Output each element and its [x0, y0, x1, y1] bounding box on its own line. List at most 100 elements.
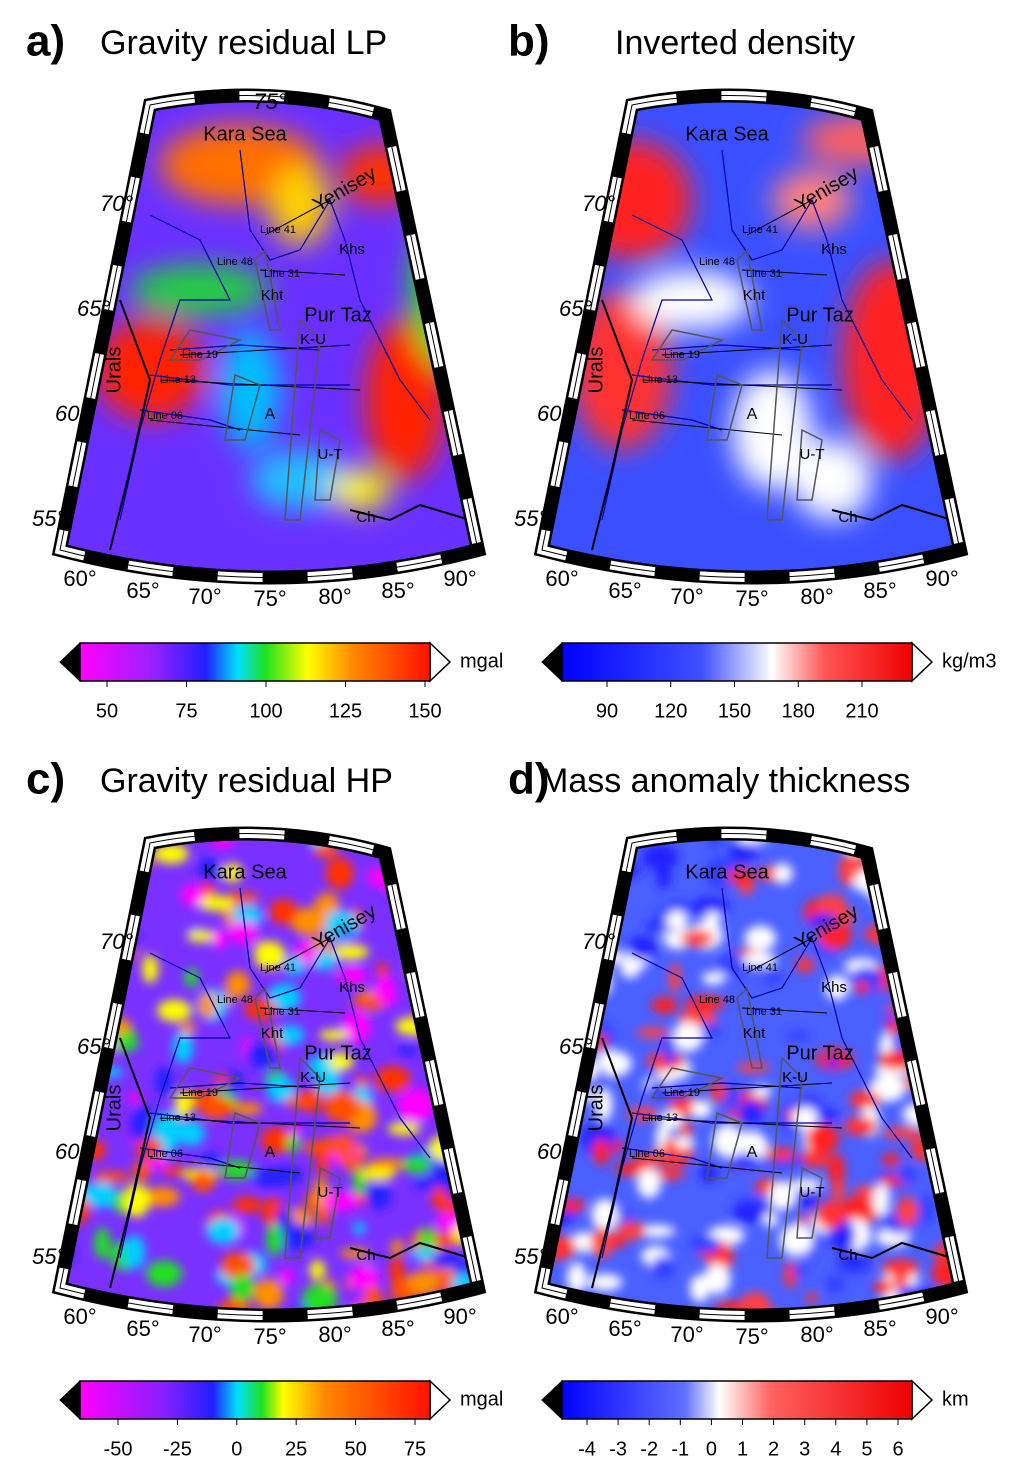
map-label: Pur Taz — [786, 304, 853, 326]
anomaly — [816, 1200, 845, 1228]
anomaly — [199, 1097, 233, 1119]
map-label: Line 48 — [217, 994, 253, 1006]
colorbar-tick-label: 90 — [596, 700, 618, 722]
colorbar-tick-label: 100 — [249, 700, 282, 722]
anomaly — [843, 1117, 876, 1136]
anomaly — [408, 921, 440, 935]
anomaly — [365, 1184, 391, 1209]
anomaly — [571, 879, 584, 903]
anomaly — [617, 1221, 646, 1239]
anomaly — [376, 963, 388, 979]
colorbar-tick-label: 75 — [404, 1438, 426, 1460]
anomaly — [230, 1274, 255, 1301]
anomaly — [704, 912, 720, 928]
anomaly — [403, 899, 442, 919]
anomaly — [123, 1183, 149, 1217]
anomaly — [124, 1235, 145, 1269]
colorbar-high-end — [430, 643, 450, 681]
anomaly — [206, 1217, 240, 1244]
anomaly — [374, 1066, 410, 1092]
anomaly — [529, 914, 551, 936]
longitude-label: 85° — [863, 578, 896, 603]
anomaly — [571, 840, 585, 866]
figure: a)Gravity residual LPKara SeaYeniseyKhsK… — [0, 0, 1018, 1461]
colorbar-tick-label: 150 — [408, 700, 441, 722]
anomaly — [948, 868, 961, 888]
longitude-label: 60° — [545, 1304, 578, 1329]
map-label: Line 19 — [182, 1087, 218, 1099]
anomaly — [637, 1169, 661, 1199]
anomaly — [901, 939, 917, 969]
latitude-label: 65° — [77, 1034, 110, 1059]
map-label: A — [265, 406, 276, 423]
anomaly — [161, 1166, 186, 1176]
anomaly — [669, 963, 681, 993]
anomaly — [398, 1045, 416, 1057]
longitude-label: 70° — [670, 1322, 703, 1347]
longitude-label: 90° — [925, 1304, 958, 1329]
anomaly — [268, 1167, 303, 1185]
map-label: Line 13 — [642, 1112, 678, 1124]
longitude-label: 70° — [670, 584, 703, 609]
anomaly — [842, 1315, 859, 1337]
anomaly — [349, 998, 385, 1008]
longitude-label: 75° — [735, 1324, 768, 1349]
colorbar-unit: mgal — [460, 650, 503, 672]
longitude-label: 75° — [253, 1324, 286, 1349]
anomaly — [64, 931, 99, 964]
colorbar-tick-label: 0 — [231, 1438, 242, 1460]
map-label: A — [747, 406, 758, 423]
anomaly — [704, 1264, 731, 1295]
anomaly — [893, 896, 925, 914]
map-label: K-U — [300, 331, 326, 348]
anomaly — [825, 1276, 846, 1294]
anomaly — [951, 990, 968, 1012]
anomaly — [320, 1136, 349, 1153]
anomaly — [532, 851, 555, 878]
longitude-label: 60° — [545, 566, 578, 591]
longitude-label: 60° — [63, 566, 96, 591]
longitude-label: 80° — [318, 584, 351, 609]
map-label: K-U — [782, 331, 808, 348]
anomaly — [326, 857, 354, 889]
longitude-label: 80° — [800, 584, 833, 609]
map-label: Ch — [356, 1247, 375, 1264]
anomaly — [459, 897, 485, 922]
anomaly — [620, 958, 640, 978]
anomaly — [269, 899, 298, 924]
colorbar-tick-label: 150 — [718, 700, 751, 722]
anomaly — [913, 828, 951, 844]
anomaly — [666, 911, 687, 931]
anomaly — [212, 929, 227, 949]
anomaly — [130, 265, 270, 315]
panel: c)Gravity residual HPKara SeaYeniseyKhsK… — [26, 755, 503, 1461]
anomaly — [540, 1123, 559, 1139]
panel-title: Gravity residual HP — [100, 762, 393, 800]
anomaly — [555, 955, 577, 976]
colorbar-low-end — [542, 643, 562, 681]
anomaly — [420, 888, 446, 919]
latitude-label: 65° — [77, 296, 110, 321]
panel: a)Gravity residual LPKara SeaYeniseyKhsK… — [26, 17, 503, 723]
anomaly — [566, 891, 605, 902]
map-label: Kara Sea — [203, 861, 287, 883]
colorbar — [562, 643, 912, 681]
panel-letter: b) — [508, 17, 550, 66]
map-label: U-T — [800, 446, 825, 463]
anomaly — [54, 1061, 82, 1074]
map-label: Urals — [585, 347, 607, 394]
longitude-label: 85° — [381, 1316, 414, 1341]
map-label: Line 06 — [147, 410, 183, 422]
anomaly — [146, 1261, 182, 1287]
anomaly — [806, 1293, 818, 1304]
anomaly — [530, 1104, 561, 1120]
anomaly — [58, 935, 84, 963]
map-label: Khs — [821, 241, 847, 258]
anomaly — [402, 836, 437, 867]
panel-title: Gravity residual LP — [100, 24, 387, 62]
colorbar-low-end — [60, 1381, 80, 1419]
anomaly — [784, 1261, 797, 1289]
map-label: Ch — [356, 509, 375, 526]
anomaly — [324, 1091, 360, 1123]
anomaly — [795, 957, 815, 973]
